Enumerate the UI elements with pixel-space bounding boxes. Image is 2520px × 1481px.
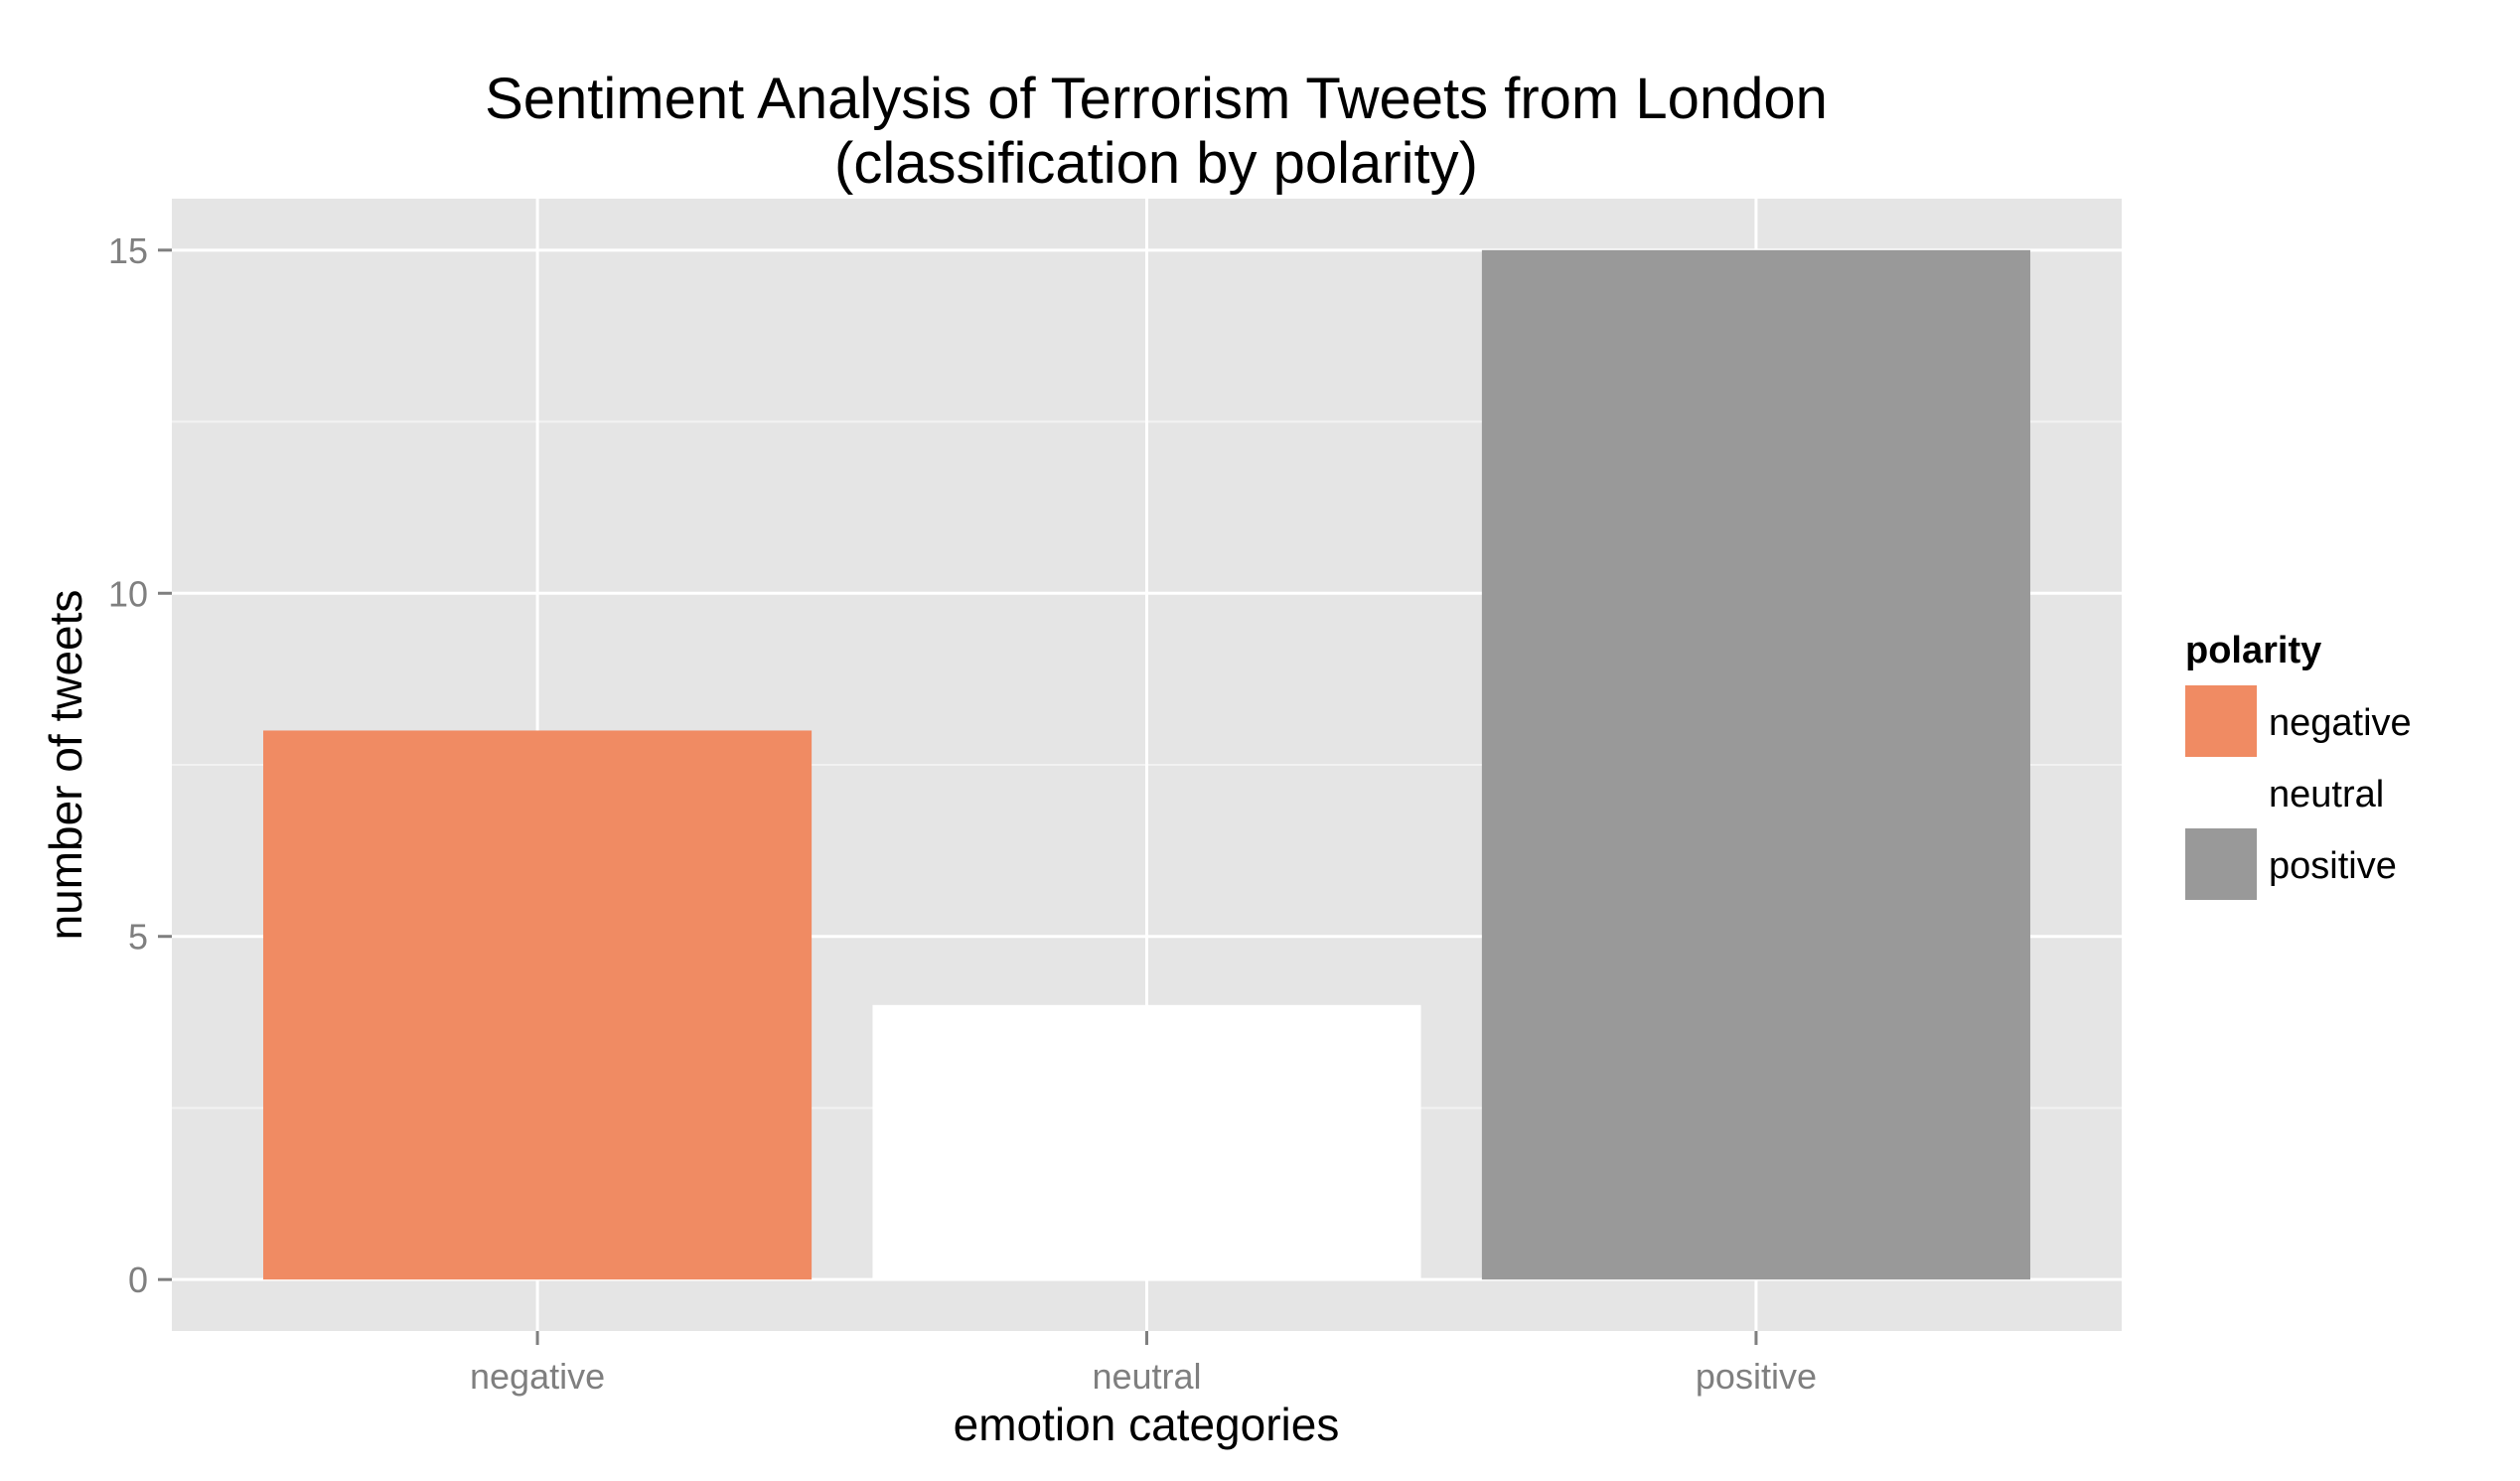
bars [263, 249, 2030, 1280]
chart-title: Sentiment Analysis of Terrorism Tweets f… [485, 67, 1828, 131]
legend-entries: negative neutral positive [2185, 685, 2412, 900]
y-tick-label: 5 [128, 917, 148, 958]
legend: polarity negative neutral positive [2185, 630, 2412, 900]
legend-key-negative [2185, 685, 2257, 757]
bar-negative [263, 730, 813, 1280]
bar-neutral [872, 1004, 1421, 1280]
y-tick-label: 10 [108, 573, 148, 614]
x-axis-title: emotion categories [954, 1399, 1340, 1450]
legend-label-positive: positive [2269, 845, 2397, 887]
legend-key-neutral [2185, 757, 2257, 828]
x-tick-label: positive [1696, 1356, 1817, 1397]
y-tick-label: 15 [108, 230, 148, 271]
legend-label-neutral: neutral [2269, 774, 2384, 815]
legend-title: polarity [2185, 630, 2321, 671]
chart-subtitle: (classification by polarity) [834, 131, 1478, 196]
bar-positive [1481, 249, 2030, 1280]
y-axis-title: number of tweets [40, 590, 91, 941]
legend-label-negative: negative [2269, 702, 2412, 744]
x-tick-label: negative [470, 1356, 605, 1397]
x-axis: negative neutral positive [470, 1331, 1817, 1397]
legend-key-positive [2185, 828, 2257, 900]
x-tick-label: neutral [1092, 1356, 1201, 1397]
y-axis: 0 5 10 15 [108, 230, 172, 1300]
y-tick-label: 0 [128, 1259, 148, 1300]
